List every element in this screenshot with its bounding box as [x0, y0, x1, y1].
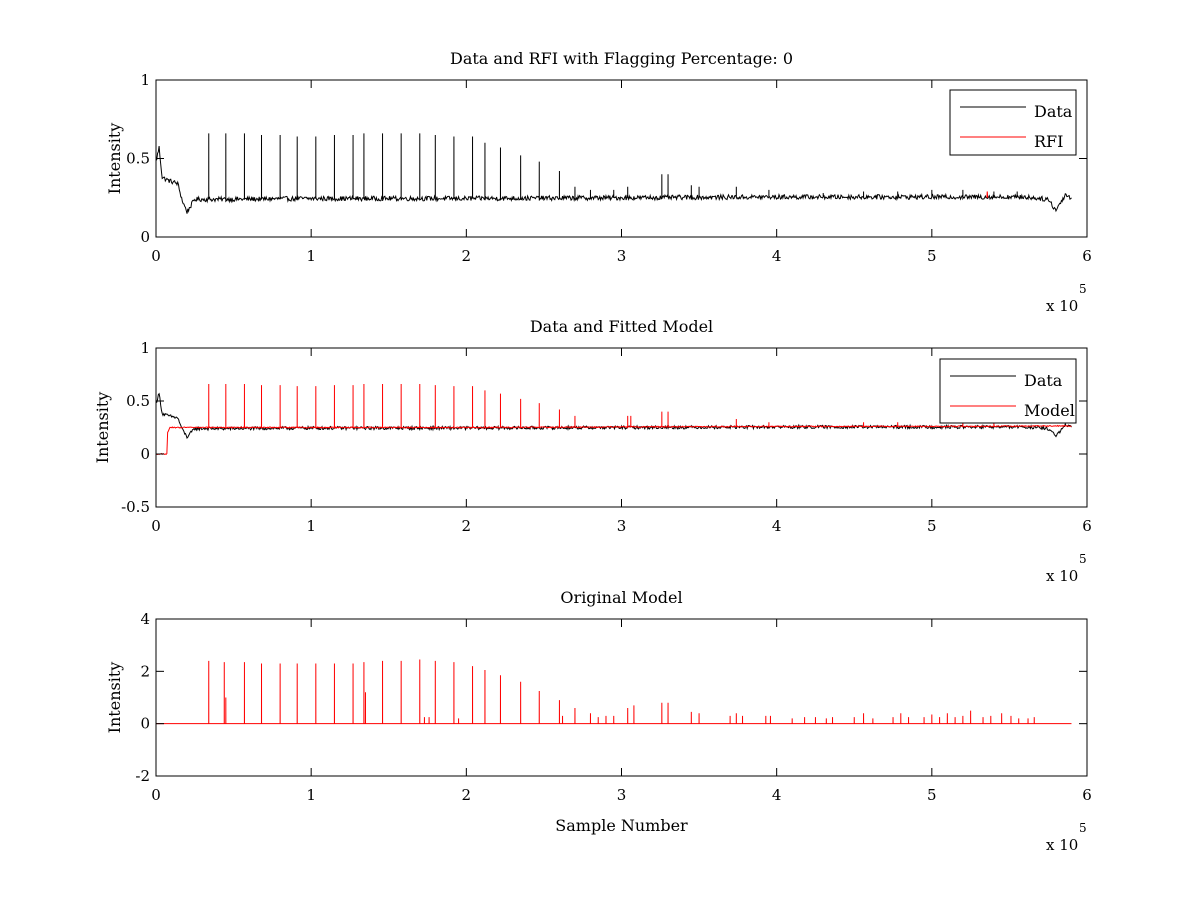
x-tick-label: 6: [1082, 247, 1092, 265]
x-tick-label: 2: [462, 517, 472, 535]
x-tick-label: 0: [151, 786, 161, 804]
y-tick-label: 1: [140, 339, 150, 357]
y-tick-label: 4: [140, 610, 150, 628]
series-line-model: [156, 659, 1072, 725]
legend-box: [939, 358, 1077, 424]
x-tick-label: 0: [151, 517, 161, 535]
x-tick-label: 2: [462, 247, 472, 265]
legend-label: Data: [1034, 102, 1073, 121]
chart-title: Original Model: [560, 588, 682, 607]
y-tick-label: 2: [140, 662, 150, 680]
y-axis-label: Intensity: [93, 392, 112, 464]
series-line-data: [156, 133, 1072, 214]
x-tick-label: 5: [927, 786, 937, 804]
y-tick-label: -0.5: [121, 498, 150, 516]
chart-title: Data and Fitted Model: [530, 317, 713, 336]
x-tick-label: 6: [1082, 786, 1092, 804]
legend: Data RFI: [949, 89, 1077, 156]
subplot-1: 0 1 2 3 4 5 6 0 0.5 1 Data and RFI with Flagging P…: [105, 49, 1092, 315]
x-multiplier-label: x 10: [1046, 836, 1078, 854]
y-axis-label: Intensity: [105, 123, 124, 195]
x-tick-label: 0: [151, 247, 161, 265]
x-tick-label: 5: [927, 247, 937, 265]
x-tick-label: 4: [772, 247, 782, 265]
legend-label: Data: [1024, 371, 1063, 390]
x-tick-label: 2: [462, 786, 472, 804]
x-multiplier-exponent: 5: [1079, 282, 1087, 296]
x-tick-label: 6: [1082, 517, 1092, 535]
plot-area: [156, 80, 1087, 237]
series-line-rfi: [986, 191, 989, 198]
x-tick-label: 3: [617, 517, 627, 535]
x-tick-label: 1: [306, 247, 316, 265]
x-axis-label: Sample Number: [555, 816, 688, 835]
legend-label: RFI: [1034, 132, 1063, 151]
chart-title: Data and RFI with Flagging Percentage: 0: [450, 49, 793, 68]
y-tick-label: 0: [140, 228, 150, 246]
x-multiplier-exponent: 5: [1079, 552, 1087, 566]
y-tick-label: 0.5: [126, 392, 150, 410]
legend: Data Model: [939, 358, 1077, 424]
x-multiplier-exponent: 5: [1079, 821, 1087, 835]
y-tick-label: 0: [140, 445, 150, 463]
y-tick-label: -2: [135, 767, 150, 785]
x-tick-label: 4: [772, 786, 782, 804]
y-tick-label: 0: [140, 715, 150, 733]
x-tick-label: 4: [772, 517, 782, 535]
legend-label: Model: [1024, 401, 1075, 420]
x-tick-label: 3: [617, 247, 627, 265]
y-axis-label: Intensity: [105, 662, 124, 734]
legend-box: [949, 89, 1077, 156]
x-tick-label: 5: [927, 517, 937, 535]
x-multiplier-label: x 10: [1046, 297, 1078, 315]
y-tick-label: 0.5: [126, 150, 150, 168]
x-tick-label: 1: [306, 517, 316, 535]
x-tick-label: 1: [306, 786, 316, 804]
plot-area: [156, 619, 1087, 776]
x-tick-label: 3: [617, 786, 627, 804]
x-multiplier-label: x 10: [1046, 567, 1078, 585]
y-tick-label: 1: [140, 71, 150, 89]
series-line-model: [156, 384, 1072, 456]
